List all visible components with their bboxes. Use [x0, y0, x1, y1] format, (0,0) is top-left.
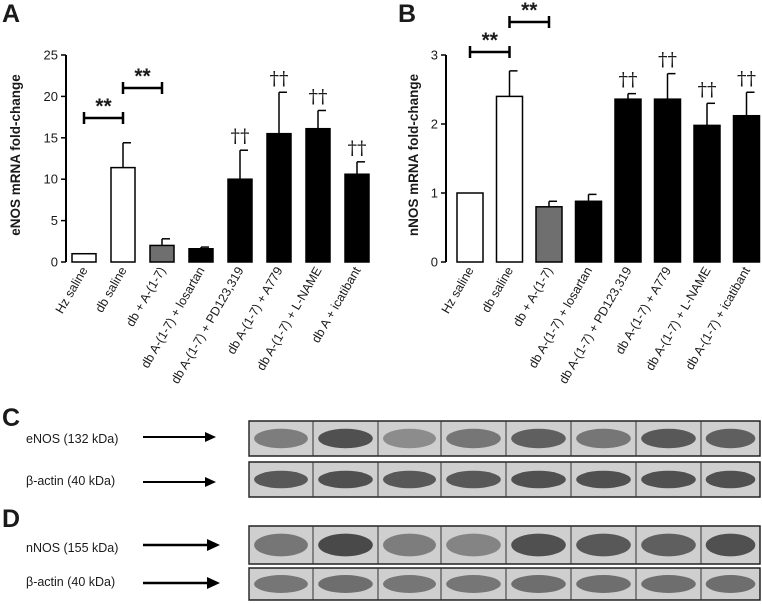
arrow-icon — [143, 577, 220, 589]
arrow-icon — [143, 539, 220, 551]
blot-band — [254, 533, 308, 557]
bar — [693, 124, 721, 263]
bar — [71, 252, 97, 263]
y-tick-label: 3 — [431, 48, 438, 63]
significance-label: ** — [521, 0, 538, 22]
bar — [535, 206, 563, 263]
chart-b: nNOS mRNA fold-change 0 1 2 3 Hz saline db sa… — [406, 0, 761, 386]
annotation-label: †† — [737, 67, 756, 89]
blot-band — [511, 575, 566, 593]
y-tick-label: 15 — [44, 130, 58, 145]
bar — [188, 248, 214, 263]
panel-c-letter: C — [2, 404, 20, 432]
blot-band — [318, 428, 373, 449]
blot-band — [318, 470, 373, 489]
annotation-label: †† — [309, 85, 328, 107]
arrow-icon — [143, 432, 216, 442]
blot-band — [576, 533, 631, 557]
blot-band — [705, 428, 756, 449]
category-label: db saline — [92, 264, 129, 314]
blot-band — [641, 428, 696, 449]
y-tick-label: 0 — [431, 255, 438, 270]
y-tick-label: 25 — [44, 48, 58, 63]
blot-band — [705, 533, 756, 557]
chart-a-ylabel: eNOS mRNA fold-change — [8, 74, 23, 236]
bar — [653, 98, 682, 263]
blot-band — [446, 575, 501, 593]
bar — [732, 114, 761, 263]
bar — [456, 192, 484, 263]
category-label: db A-(1-7) + PD123,319 — [168, 264, 246, 386]
blot-band — [318, 575, 373, 593]
y-tick-label: 5 — [51, 213, 58, 228]
blot-band — [446, 470, 501, 489]
blot-band — [446, 533, 501, 557]
bar — [574, 200, 603, 263]
panel-b-letter: B — [398, 0, 416, 28]
blot-band — [641, 533, 696, 557]
y-tick-label: 0 — [51, 255, 58, 270]
bar — [305, 127, 331, 263]
blot-band — [576, 470, 631, 489]
blot-band — [318, 533, 373, 557]
annotation-label: †† — [231, 125, 250, 147]
blot-band — [383, 428, 436, 449]
category-label: db saline — [479, 264, 516, 314]
category-label: Hz saline — [439, 264, 477, 316]
blot-panel-d: nNOS (155 kDa) β-actin (40 kDa) — [26, 525, 761, 601]
blot-band — [576, 575, 631, 593]
blot-band — [383, 470, 436, 489]
blot-band — [705, 575, 756, 593]
blot-band — [641, 470, 696, 489]
y-tick-label: 1 — [431, 186, 438, 201]
blot-band — [254, 575, 308, 593]
blot-band — [511, 428, 566, 449]
blot-band — [511, 470, 566, 489]
y-tick-label: 10 — [44, 172, 58, 187]
significance-label: ** — [134, 65, 151, 88]
y-tick-label: 2 — [431, 117, 438, 132]
blot-band — [641, 575, 696, 593]
bar — [495, 95, 524, 263]
blot-band — [446, 428, 501, 449]
panel-d-letter: D — [2, 505, 20, 533]
bar — [344, 173, 370, 263]
annotation-label: †† — [348, 137, 367, 159]
bar — [149, 244, 175, 263]
significance-label: ** — [95, 95, 112, 118]
bar — [266, 132, 292, 263]
blot-c-label-actin: β-actin (40 kDa) — [26, 474, 115, 488]
blot-panel-c: eNOS (132 kDa) β-actin (40 kDa) — [26, 420, 761, 498]
blot-band — [383, 575, 436, 593]
category-label: db A-(1-7) + PD123,319 — [556, 264, 634, 386]
blot-band — [383, 533, 436, 557]
blot-band — [576, 428, 631, 449]
annotation-label: †† — [270, 67, 289, 89]
category-label: db + A-(1-7) — [510, 265, 555, 329]
blot-band — [705, 470, 756, 489]
chart-b-ylabel: nNOS mRNA fold-change — [406, 73, 421, 236]
annotation-label: †† — [619, 69, 638, 91]
bar — [110, 166, 136, 263]
bar — [614, 98, 642, 263]
arrow-icon — [143, 477, 216, 487]
blot-band — [254, 428, 308, 449]
blot-band — [254, 470, 308, 489]
significance-label: ** — [482, 29, 499, 52]
blot-band — [511, 533, 566, 557]
panel-a-letter: A — [2, 0, 20, 28]
category-label: db + A-(1-7) — [123, 265, 168, 329]
blot-d-label-actin: β-actin (40 kDa) — [26, 575, 115, 589]
annotation-label: †† — [658, 49, 677, 71]
chart-a: eNOS mRNA fold-change 0 5 10 15 20 25 Hz salin… — [8, 48, 370, 386]
y-tick-label: 20 — [44, 89, 58, 104]
category-label: Hz saline — [53, 264, 91, 316]
blot-d-label-protein: nNOS (155 kDa) — [26, 541, 118, 555]
annotation-label: †† — [698, 78, 717, 100]
blot-c-label-protein: eNOS (132 kDa) — [26, 432, 118, 446]
bar — [227, 178, 253, 263]
